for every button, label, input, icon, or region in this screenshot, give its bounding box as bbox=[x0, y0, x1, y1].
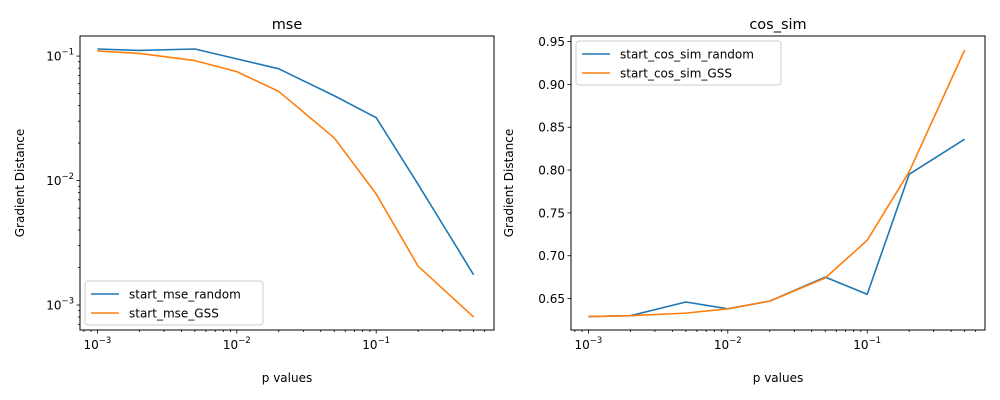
legend-label: start_mse_random bbox=[129, 288, 241, 302]
x-tick-label: 10−3 bbox=[575, 336, 603, 352]
legend: start_cos_sim_random start_cos_sim_GSS bbox=[575, 40, 782, 86]
y-tick-label: 0.90 bbox=[538, 78, 565, 92]
x-axis-label: p values bbox=[262, 371, 312, 385]
y-tick-label: 0.80 bbox=[538, 164, 565, 178]
legend-label: start_cos_sim_GSS bbox=[620, 67, 732, 81]
x-tick-label: 10−1 bbox=[362, 336, 390, 352]
plot-frame bbox=[570, 35, 986, 331]
y-axis-label: Gradient Distance bbox=[13, 129, 27, 238]
x-tick-label: 10−2 bbox=[223, 336, 251, 352]
legend: start_mse_random start_mse_GSS bbox=[84, 280, 264, 326]
chart-panel-mse: mse 10−3 10−2 10−1 10−3 10−2 10−1 p values Gradi… bbox=[13, 17, 495, 385]
y-tick-label: 0.75 bbox=[538, 206, 565, 220]
y-tick-label: 0.65 bbox=[538, 292, 565, 306]
chart-title: cos_sim bbox=[749, 17, 806, 33]
series-line-start_mse_random bbox=[97, 48, 475, 276]
y-tick-label: 0.85 bbox=[538, 121, 565, 135]
y-tick-label: 10−3 bbox=[46, 297, 74, 313]
x-tick-label: 10−1 bbox=[853, 336, 881, 352]
x-axis-label: p values bbox=[753, 371, 803, 385]
y-tick-label: 10−1 bbox=[46, 48, 74, 64]
series-line-start_cos_sim_GSS bbox=[588, 49, 966, 318]
series-line-start_mse_GSS bbox=[97, 50, 475, 318]
chart-panel-cos_sim: cos_sim 10−3 10−2 10−1 0.65 0.70 0.75 0.80 0.85 0… bbox=[502, 17, 986, 385]
x-tick-label: 10−3 bbox=[84, 336, 112, 352]
y-axis-label: Gradient Distance bbox=[502, 129, 516, 238]
y-tick-label: 0.95 bbox=[538, 35, 565, 49]
chart-title: mse bbox=[272, 17, 303, 33]
legend-box bbox=[575, 40, 782, 86]
series-line-start_cos_sim_random bbox=[588, 138, 966, 318]
legend-label: start_cos_sim_random bbox=[620, 48, 754, 62]
legend-box bbox=[84, 280, 264, 326]
y-tick-label: 10−2 bbox=[46, 172, 74, 188]
legend-label: start_mse_GSS bbox=[129, 307, 219, 321]
plot-frame bbox=[79, 35, 495, 331]
x-tick-label: 10−2 bbox=[714, 336, 742, 352]
y-tick-label: 0.70 bbox=[538, 249, 565, 263]
